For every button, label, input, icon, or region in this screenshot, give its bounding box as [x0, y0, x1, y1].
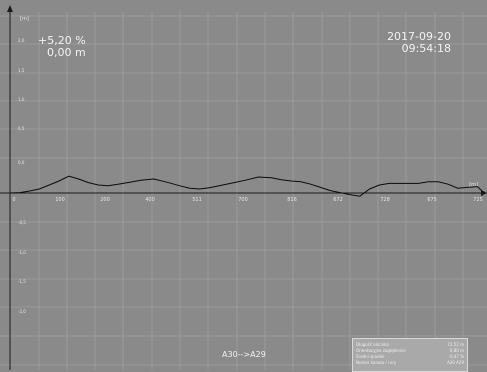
y-tick-labels: 2,0 1,5 1,0 0,5 0,0 -0,5 -1,0 -1,5 -2,0 — [18, 38, 26, 314]
y-tick-label: -0,5 — [18, 220, 26, 225]
info-box: Długość odcinka 72,52 m Orientacyjne zag… — [352, 338, 468, 372]
grade-value: +5,20 % — [38, 34, 86, 47]
x-tick-label: 511 — [192, 197, 202, 203]
info-label: Średni spadek — [356, 354, 385, 359]
x-tick-label: 728 — [380, 197, 390, 203]
x-tick-label: 0 — [12, 197, 15, 203]
y-tick-label: 0,5 — [18, 126, 25, 131]
info-unit: m — [460, 348, 464, 353]
info-unit: % — [460, 354, 464, 359]
series-line-profile — [9, 175, 485, 197]
x-tick-label: 400 — [145, 197, 155, 203]
section-label: A30-->A29 — [222, 350, 266, 359]
y-axis-label: [m] — [20, 16, 29, 22]
x-tick-label: 816 — [287, 197, 297, 203]
info-row: Numer kanału / rury A30 A29 — [356, 360, 464, 366]
info-label: Orientacyjne zagłębienie — [356, 348, 406, 353]
x-tick-label: 100 — [55, 197, 65, 203]
x-tick-label: 700 — [238, 197, 248, 203]
time-value: 09:54:18 — [401, 42, 451, 55]
info-row: Długość odcinka 72,52 m — [356, 342, 464, 348]
info-row: Orientacyjne zagłębienie 0,80 m — [356, 348, 464, 354]
info-value: 72,52 — [447, 342, 459, 347]
info-unit: A29 — [456, 360, 464, 365]
y-tick-label: 1,0 — [18, 97, 25, 102]
info-value: -0,47 — [448, 354, 459, 359]
x-tick-label: 200 — [100, 197, 110, 203]
info-value: 0,80 — [449, 348, 459, 353]
x-tick-label: 675 — [427, 197, 437, 203]
x-tick-label: 672 — [333, 197, 343, 203]
info-value: A30 — [447, 360, 455, 365]
info-unit: m — [460, 342, 464, 347]
distance-value: 0,00 m — [46, 46, 86, 59]
info-row: Średni spadek -0,47 % — [356, 354, 464, 360]
y-tick-label: -2,0 — [18, 309, 26, 314]
y-axis-arrow-icon — [7, 5, 13, 12]
grid — [0, 12, 487, 370]
date-value: 2017-09-20 — [387, 30, 451, 43]
y-tick-label: 0,0 — [18, 160, 25, 165]
y-tick-label: 2,0 — [18, 38, 25, 43]
x-tick-label: 725 — [473, 197, 483, 203]
info-label: Numer kanału / rury — [356, 360, 397, 365]
info-label: Długość odcinka — [356, 342, 389, 347]
x-axis-label: [m] — [469, 182, 478, 188]
y-tick-label: 1,5 — [18, 68, 25, 73]
timestamp-readout: 2017-09-20 09:54:18 — [387, 31, 451, 55]
y-tick-label: -1,5 — [18, 279, 26, 284]
y-tick-label: -1,0 — [18, 250, 26, 255]
grade-readout: +5,20 % 0,00 m — [38, 35, 86, 59]
x-tick-labels: 0 100 200 400 511 700 816 672 728 675 725 — [12, 197, 482, 203]
